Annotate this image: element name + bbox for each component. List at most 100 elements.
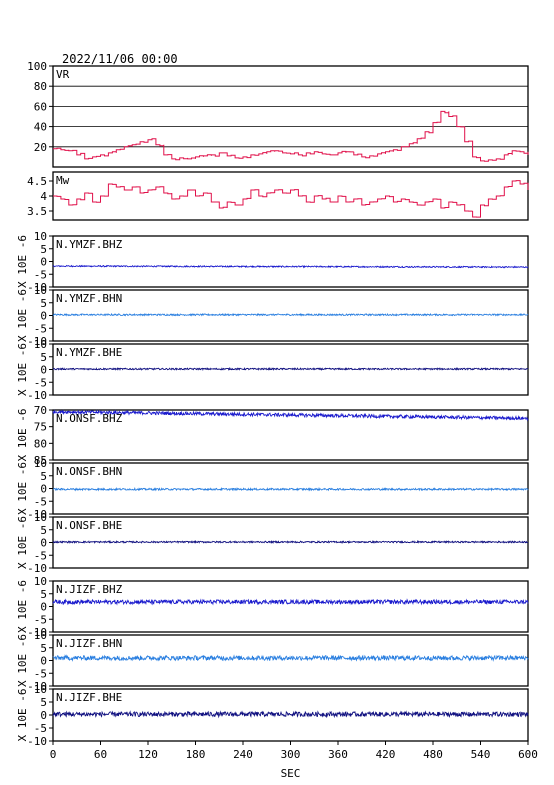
y-tick-label-mw: 4 — [40, 190, 47, 203]
y-tick-label-ymzf-bhz: -10 — [27, 281, 47, 294]
panel-label-onsf-bhz: N.ONSF.BHZ — [56, 412, 123, 425]
x-tick-label: 540 — [471, 748, 491, 761]
y-tick-label-onsf-bhz: 70 — [34, 404, 47, 417]
y-axis-label-ymzf-bhn: X 10E -6 — [16, 289, 29, 342]
y-tick-label-onsf-bhz: 85 — [34, 454, 47, 467]
x-tick-label: 360 — [328, 748, 348, 761]
y-tick-label-jizf-bhz: 5 — [40, 588, 47, 601]
y-tick-label-ymzf-bhn: 10 — [34, 284, 47, 297]
trace-onsf-bhn — [52, 486, 529, 492]
panel-label-ymzf-bhe: N.YMZF.BHE — [56, 346, 122, 359]
panel-label-jizf-bhe: N.JIZF.BHE — [56, 691, 122, 704]
y-axis-label-ymzf-bhe: X 10E -6 — [16, 343, 29, 396]
panel-frame-onsf-bhz — [52, 409, 529, 461]
y-tick-label-onsf-bhn: 5 — [40, 470, 47, 483]
y-tick-label-onsf-bhe: -5 — [34, 549, 47, 562]
y-tick-label-ymzf-bhe: 10 — [34, 338, 47, 351]
y-tick-label-jizf-bhz: 0 — [40, 601, 47, 614]
y-tick-label-mw: 3.5 — [27, 205, 47, 218]
panel-label-vr: VR — [56, 68, 70, 81]
y-axis-label-jizf-bhz: X 10E -6 — [16, 580, 29, 633]
panel-frame-jizf-bhz — [52, 580, 529, 633]
y-tick-label-onsf-bhn: -5 — [34, 495, 47, 508]
y-tick-label-ymzf-bhn: -5 — [34, 322, 47, 335]
y-tick-label-jizf-bhe: -5 — [34, 722, 47, 735]
panel-label-onsf-bhn: N.ONSF.BHN — [56, 465, 122, 478]
y-tick-label-jizf-bhz: -10 — [27, 626, 47, 639]
panel-label-onsf-bhe: N.ONSF.BHE — [56, 519, 122, 532]
y-tick-label-jizf-bhn: 5 — [40, 642, 47, 655]
y-tick-label-ymzf-bhe: -5 — [34, 376, 47, 389]
trace-ymzf-bhz — [52, 264, 529, 269]
y-tick-label-jizf-bhz: -5 — [34, 613, 47, 626]
y-tick-label-onsf-bhz: 75 — [34, 421, 47, 434]
panel-label-ymzf-bhz: N.YMZF.BHZ — [56, 238, 123, 251]
y-tick-label-ymzf-bhn: 0 — [40, 310, 47, 323]
y-tick-label-onsf-bhe: -10 — [27, 562, 47, 575]
chart-datetime: 2022/11/06 00:00 — [62, 52, 178, 66]
x-tick-label: 420 — [376, 748, 396, 761]
y-tick-label-onsf-bhe: 0 — [40, 537, 47, 550]
y-tick-label-jizf-bhe: 5 — [40, 696, 47, 709]
panel-frame-vr — [52, 65, 529, 168]
y-axis-label-jizf-bhn: X 10E -6 — [16, 634, 29, 687]
y-tick-label-ymzf-bhz: -5 — [34, 268, 47, 281]
y-tick-label-vr: 80 — [34, 80, 47, 93]
panel-frame-jizf-bhn — [52, 634, 529, 687]
y-tick-label-jizf-bhn: -5 — [34, 667, 47, 680]
trace-onsf-bhz — [52, 409, 529, 422]
y-tick-label-jizf-bhz: 10 — [34, 575, 47, 588]
y-tick-label-vr: 20 — [34, 141, 47, 154]
x-tick-label: 120 — [138, 748, 158, 761]
y-tick-label-jizf-bhe: -10 — [27, 735, 47, 748]
y-axis-label-jizf-bhe: X 10E -6 — [16, 689, 29, 742]
y-tick-label-ymzf-bhn: 5 — [40, 297, 47, 310]
x-tick-label: 300 — [281, 748, 301, 761]
panel-label-mw: Mw — [56, 174, 70, 187]
y-tick-label-onsf-bhn: 0 — [40, 483, 47, 496]
panel-label-jizf-bhz: N.JIZF.BHZ — [56, 583, 123, 596]
y-tick-label-ymzf-bhz: 5 — [40, 243, 47, 256]
y-tick-label-ymzf-bhz: 10 — [34, 230, 47, 243]
trace-onsf-bhe — [52, 539, 529, 544]
y-tick-label-jizf-bhn: 0 — [40, 655, 47, 668]
panel-label-ymzf-bhn: N.YMZF.BHN — [56, 292, 122, 305]
y-axis-label-onsf-bhe: X 10E -6 — [16, 516, 29, 569]
panel-frame-ymzf-bhz — [52, 235, 529, 288]
y-tick-label-ymzf-bhe: 0 — [40, 364, 47, 377]
x-tick-label: 60 — [94, 748, 107, 761]
x-tick-label: 0 — [50, 748, 57, 761]
y-tick-label-onsf-bhz: 80 — [34, 437, 47, 450]
x-tick-label: 480 — [423, 748, 443, 761]
trace-jizf-bhn — [52, 654, 529, 662]
x-tick-label: 240 — [233, 748, 253, 761]
y-axis-label-onsf-bhz: X 10E -6 — [16, 409, 29, 462]
panel-frame-mw — [52, 171, 529, 221]
trace-vr — [53, 110, 529, 162]
x-axis-label: SEC — [281, 767, 301, 780]
x-tick-label: 180 — [186, 748, 206, 761]
y-tick-label-ymzf-bhe: 5 — [40, 351, 47, 364]
y-tick-label-jizf-bhe: 0 — [40, 709, 47, 722]
y-axis-label-ymzf-bhz: X 10E -6 — [16, 235, 29, 288]
y-tick-label-jizf-bhn: 10 — [34, 629, 47, 642]
y-tick-label-jizf-bhn: -10 — [27, 680, 47, 693]
y-tick-label-vr: 60 — [34, 100, 47, 113]
y-tick-label-onsf-bhn: 10 — [34, 457, 47, 470]
y-tick-label-vr: 100 — [27, 60, 47, 73]
y-tick-label-ymzf-bhn: -10 — [27, 335, 47, 348]
trace-ymzf-bhn — [52, 312, 529, 317]
panel-label-jizf-bhn: N.JIZF.BHN — [56, 637, 122, 650]
y-tick-label-onsf-bhe: 10 — [34, 511, 47, 524]
trace-jizf-bhe — [52, 710, 529, 719]
trace-ymzf-bhe — [52, 366, 529, 371]
y-tick-label-mw: 4.5 — [27, 175, 47, 188]
y-tick-label-onsf-bhn: -10 — [27, 508, 47, 521]
y-tick-label-ymzf-bhe: -10 — [27, 389, 47, 402]
y-tick-label-onsf-bhe: 5 — [40, 524, 47, 537]
y-tick-label-jizf-bhe: 10 — [34, 683, 47, 696]
x-tick-label: 600 — [518, 748, 538, 761]
trace-jizf-bhz — [52, 598, 529, 606]
